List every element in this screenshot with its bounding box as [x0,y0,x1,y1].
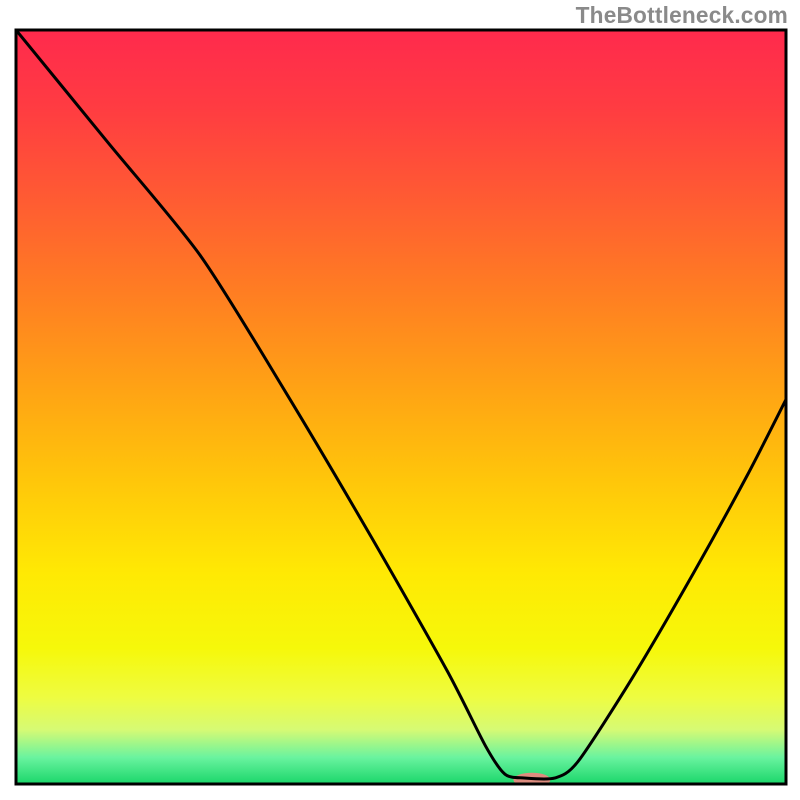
watermark: TheBottleneck.com [576,2,788,29]
chart-container: { "meta": { "watermark": "TheBottleneck.… [0,0,800,800]
bottleneck-chart [0,0,800,800]
gradient-background [16,30,786,784]
